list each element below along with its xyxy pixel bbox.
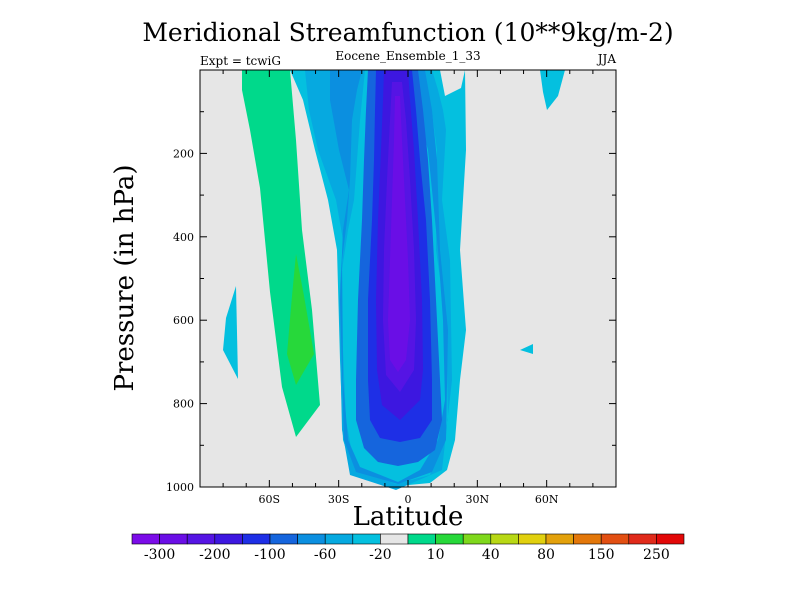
contour-fill-neg60 [330,70,448,484]
colorbar-label: 80 [537,547,555,563]
y-axis-ticks: 200 400 600 800 1000 [166,111,616,494]
colorbar-swatch [600,533,630,545]
colorbar-label: 10 [427,547,445,563]
colorbar-label: -200 [199,547,230,563]
colorbar-swatch [545,533,574,545]
plot-area [199,69,617,490]
y-tick-label: 600 [173,314,194,327]
colorbar-swatch [186,533,216,545]
colorbar-swatch [297,533,326,545]
colorbar-label: 250 [643,547,670,563]
colorbar-label: -300 [144,547,175,563]
x-axis-title: Latitude [353,502,464,532]
colorbar [131,533,685,545]
contour-fill-neg40 [305,70,452,490]
colorbar-swatch [352,533,381,545]
x-tick-label: 60N [535,493,559,506]
colorbar-label: 150 [588,547,615,563]
x-tick-label: 30S [328,493,350,506]
y-tick-label: 800 [173,398,194,411]
experiment-label: Expt = tcwiG [200,54,281,68]
colorbar-swatch [490,533,519,545]
contour-fill-neg20-right-small [520,344,533,354]
colorbar-swatch [462,533,492,545]
colorbar-label: -60 [314,547,337,563]
colorbar-swatch [407,533,436,545]
colorbar-swatch [324,533,354,545]
chart-title: Meridional Streamfunction (10**9kg/m-2) [142,18,673,47]
contour-fill-neg300 [388,96,410,372]
colorbar-swatch [242,533,271,545]
colorbar-swatch [159,533,188,545]
colorbar-swatch [573,533,602,545]
colorbar-swatch [380,533,409,545]
y-tick-label: 1000 [166,481,194,494]
x-axis-ticks: 60S 30S 0 30N 60N [222,70,594,506]
x-tick-label: 30N [466,493,490,506]
colorbar-swatch [214,533,243,545]
colorbar-labels: -300 -200 -100 -60 -20 10 40 80 150 250 [144,547,670,563]
x-tick-label: 60S [259,493,281,506]
colorbar-swatch [656,533,685,545]
x-tick-label: 0 [405,493,412,506]
colorbar-swatch [131,533,160,545]
colorbar-swatch [435,533,464,545]
colorbar-swatch [269,533,298,545]
y-tick-label: 400 [173,231,194,244]
ensemble-label: Eocene_Ensemble_1_33 [335,49,480,63]
season-label: JJA [596,52,617,66]
colorbar-swatch [628,533,657,545]
colorbar-label: -100 [254,547,285,563]
colorbar-label: -20 [369,547,392,563]
contour-fill-40 [287,254,314,385]
contour-fill-neg20-left [223,286,238,379]
colorbar-swatch [518,533,547,545]
colorbar-label: 40 [482,547,500,563]
contour-fill-neg20-top-right [540,70,565,110]
y-tick-label: 200 [173,147,194,160]
y-axis-title: Pressure (in hPa) [110,164,140,391]
